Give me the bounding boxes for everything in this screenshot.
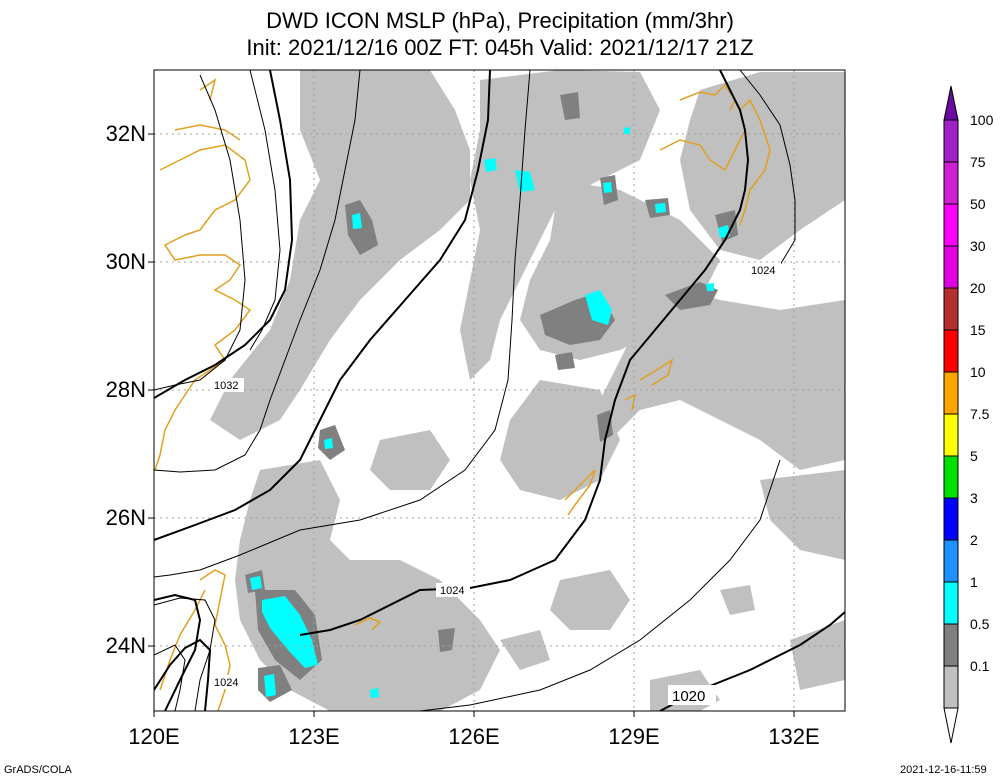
isobars-thin bbox=[154, 70, 796, 711]
colorbar-label-10: 10 bbox=[970, 364, 986, 380]
colorbar-swatch-10 bbox=[943, 371, 959, 415]
colorbar-top-arrow bbox=[943, 85, 959, 121]
colorbar bbox=[943, 85, 959, 744]
colorbar-label-0-5: 0.5 bbox=[970, 616, 990, 632]
graticule bbox=[154, 70, 845, 711]
colorbar-swatch-1 bbox=[943, 581, 959, 625]
colorbar-label-5: 5 bbox=[970, 448, 978, 464]
colorbar-swatch-7-5 bbox=[943, 413, 959, 457]
colorbar-label-100: 100 bbox=[970, 112, 994, 128]
precip-heavy-areas bbox=[250, 127, 730, 698]
map-subtitle: Init: 2021/12/16 00Z FT: 045h Valid: 202… bbox=[246, 35, 754, 60]
colorbar-swatch-2 bbox=[943, 539, 959, 583]
colorbar-swatch-15 bbox=[943, 329, 959, 373]
isobar-label-backgrounds bbox=[210, 263, 781, 705]
colorbar-label-15: 15 bbox=[970, 322, 986, 338]
colorbar-swatch-75 bbox=[943, 161, 959, 205]
colorbar-swatch-100 bbox=[943, 119, 959, 163]
lat-label-32n: 32N bbox=[105, 121, 146, 146]
isobar-label-1020: 1020 bbox=[672, 688, 705, 705]
colorbar-label-30: 30 bbox=[970, 238, 986, 254]
colorbar-label-3: 3 bbox=[970, 490, 978, 506]
isobar-label-1024-southwest: 1024 bbox=[214, 677, 238, 689]
lon-label-123e: 123E bbox=[288, 724, 340, 749]
lon-label-129e: 129E bbox=[608, 724, 660, 749]
lat-label-26n: 26N bbox=[105, 505, 146, 530]
colorbar-swatch-0-5 bbox=[943, 623, 959, 667]
lon-label-120e: 120E bbox=[128, 724, 180, 749]
coastlines bbox=[154, 78, 771, 711]
colorbar-label-50: 50 bbox=[970, 196, 986, 212]
lon-label-132e: 132E bbox=[768, 724, 820, 749]
colorbar-bottom-arrow bbox=[943, 707, 959, 744]
lat-label-30n: 30N bbox=[105, 249, 146, 274]
lon-label-126e: 126E bbox=[448, 724, 500, 749]
isobar-label-1024-east: 1024 bbox=[751, 265, 775, 277]
axis-ticks bbox=[148, 133, 795, 717]
colorbar-label-1: 1 bbox=[970, 574, 978, 590]
colorbar-swatch-0-1 bbox=[943, 665, 959, 709]
isobar-label-1032: 1032 bbox=[214, 380, 238, 392]
colorbar-label-7-5: 7.5 bbox=[970, 406, 990, 422]
colorbar-label-0-1: 0.1 bbox=[970, 658, 990, 674]
colorbar-label-75: 75 bbox=[970, 154, 986, 170]
colorbar-swatch-20 bbox=[943, 287, 959, 331]
footer-software: GrADS/COLA bbox=[4, 764, 72, 776]
colorbar-swatch-3 bbox=[943, 497, 959, 541]
colorbar-swatch-30 bbox=[943, 245, 959, 289]
isobar-label-1024-center: 1024 bbox=[440, 585, 464, 597]
colorbar-swatch-50 bbox=[943, 203, 959, 247]
colorbar-label-2: 2 bbox=[970, 532, 978, 548]
footer-timestamp: 2021-12-16-11:59 bbox=[900, 764, 987, 776]
lat-label-28n: 28N bbox=[105, 377, 146, 402]
precip-light-areas bbox=[210, 70, 845, 711]
colorbar-label-20: 20 bbox=[970, 280, 986, 296]
colorbar-swatch-5 bbox=[943, 455, 959, 499]
lat-label-24n: 24N bbox=[105, 633, 146, 658]
map-title: DWD ICON MSLP (hPa), Precipitation (mm/3… bbox=[266, 8, 734, 33]
